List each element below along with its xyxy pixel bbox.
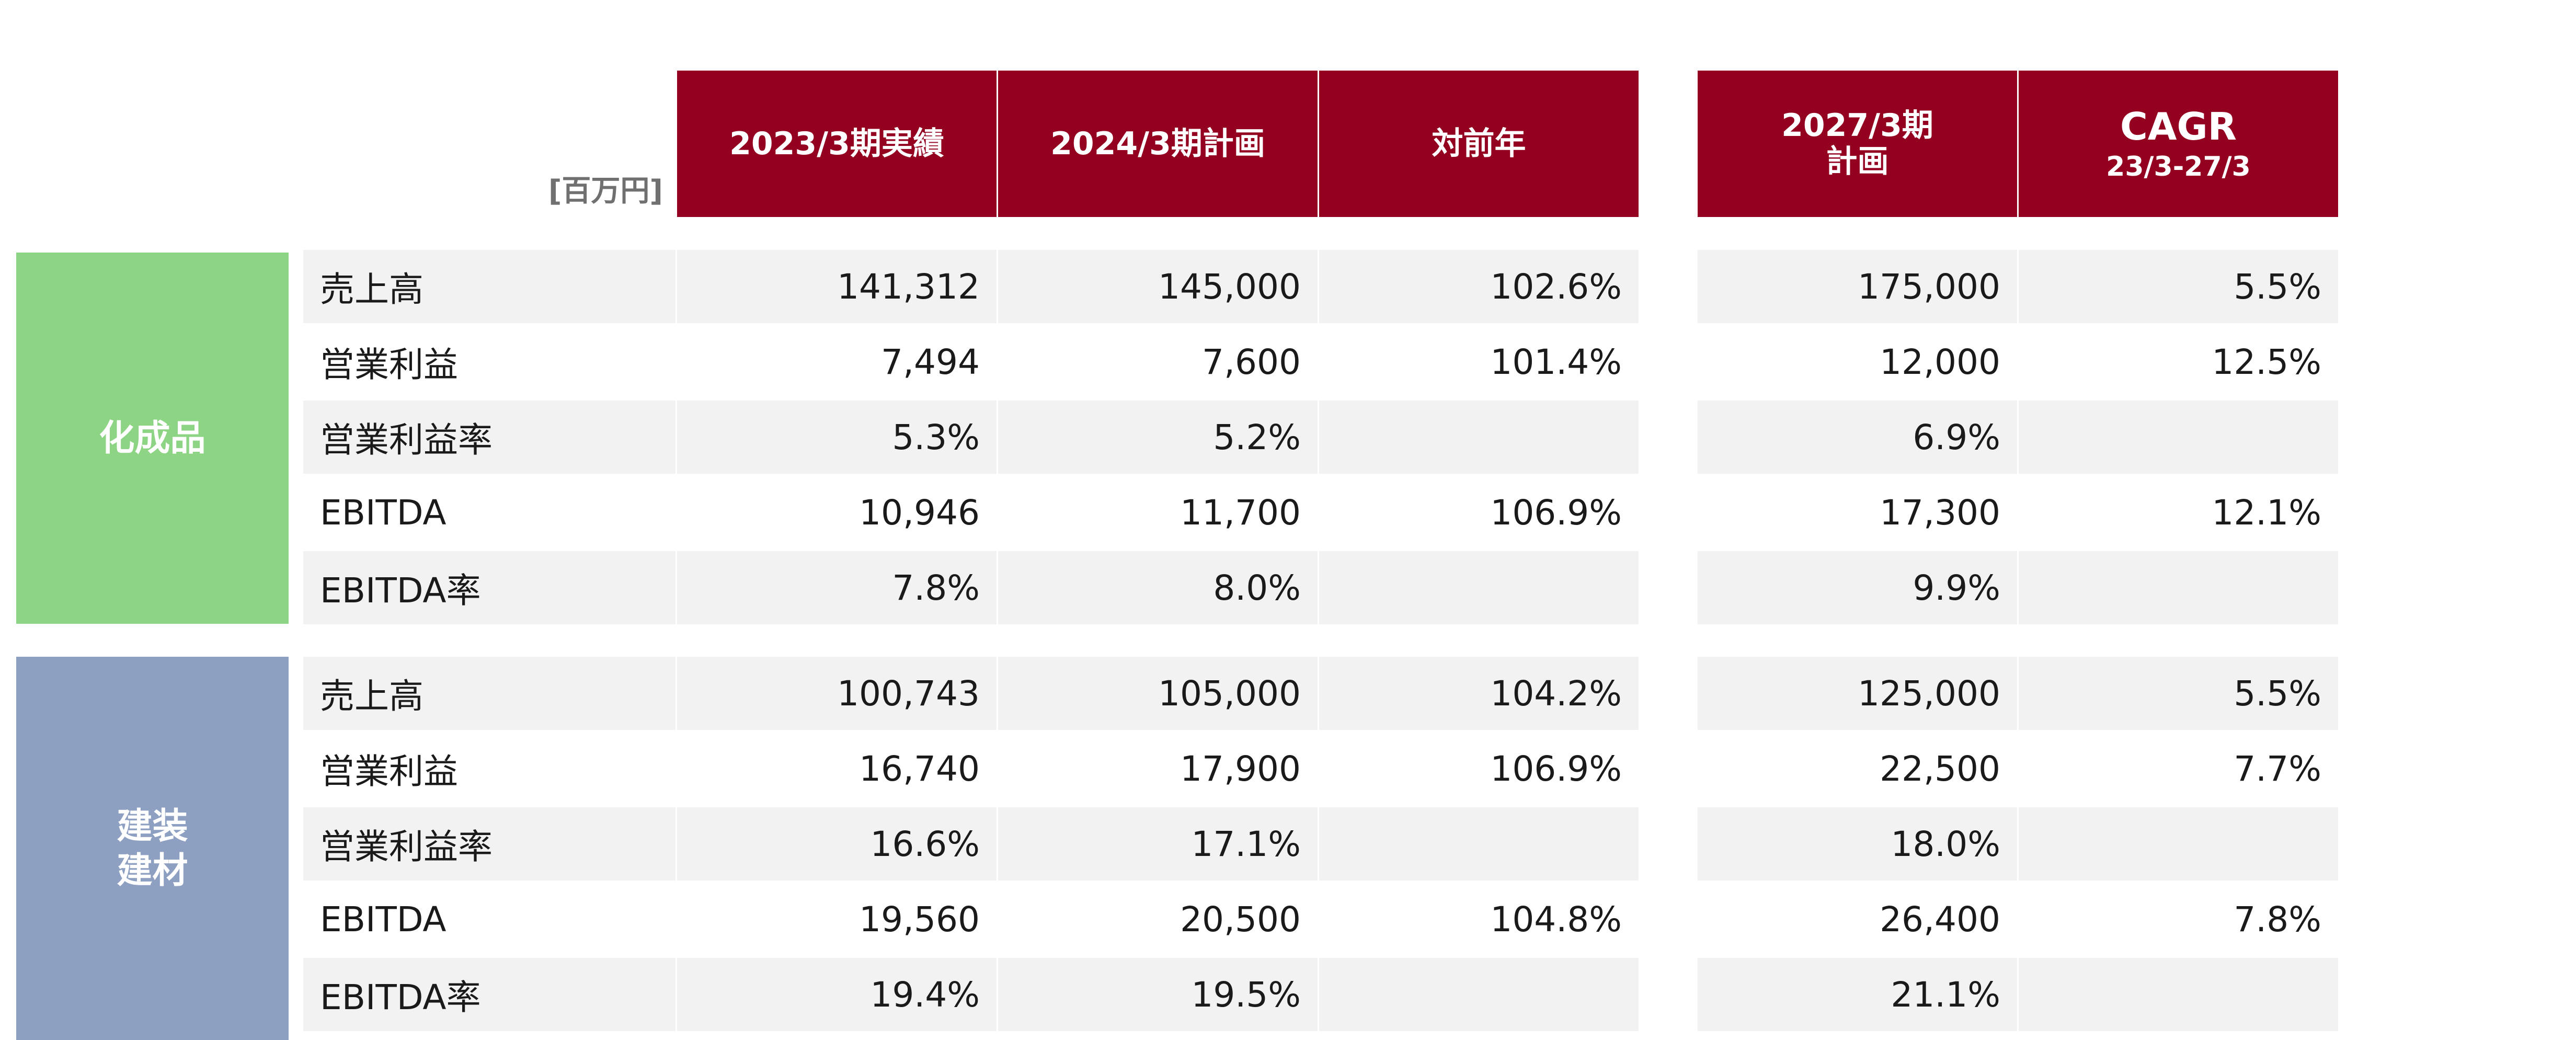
cell-2024-plan: 17.1% [998,807,1318,881]
segment-label-building-materials: 建装 建材 [16,657,289,1040]
cell-2027-plan: 175,000 [1698,250,2017,323]
header-yoy: 対前年 [1319,71,1639,217]
cell-2024-plan: 5.2% [998,401,1318,474]
table-row: 営業利益 16,740 17,900 106.9% 22,500 7.7% [303,732,2346,805]
cell-yoy: 104.2% [1319,657,1639,730]
cell-cagr: 5.5% [2019,250,2338,323]
cell-2027-plan: 17,300 [1880,492,2000,533]
header-2023-actual-text: 2023/3期実績 [729,125,944,162]
cell-yoy [1319,551,1639,624]
cell-2027-plan: 26,400 [1880,899,2000,940]
table-row: 営業利益 7,494 7,600 101.4% 12,000 12.5% [303,325,2346,398]
cell-yoy: 106.9% [1490,748,1622,789]
row-label: 売上高 [303,657,676,730]
cell-yoy [1319,958,1639,1031]
header-2027-plan: 2027/3期 計画 [1698,71,2017,217]
cell-2027-plan: 125,000 [1698,657,2017,730]
row-label: EBITDA [320,899,446,940]
cell-2024-plan: 105,000 [998,657,1318,730]
row-label: 営業利益率 [303,401,676,474]
cell-2024-plan: 8.0% [998,551,1318,624]
cell-2024-plan: 145,000 [998,250,1318,323]
cell-cagr: 7.8% [2234,899,2321,940]
cell-yoy: 104.8% [1490,899,1622,940]
cell-2023-actual: 5.3% [677,401,997,474]
cell-2023-actual: 7,494 [881,341,980,382]
header-cagr: CAGR 23/3-27/3 [2019,71,2338,217]
row-label: EBITDA率 [303,958,676,1031]
cell-2023-actual: 16.6% [677,807,997,881]
header-2024-plan: 2024/3期計画 [998,71,1318,217]
header-cagr-line2: 23/3-27/3 [2106,151,2251,182]
segment-label-chemicals: 化成品 [16,253,289,624]
row-label: 営業利益率 [303,807,676,881]
cell-2023-actual: 10,946 [859,492,980,533]
cell-yoy: 106.9% [1490,492,1622,533]
cell-2023-actual: 7.8% [677,551,997,624]
table-row: EBITDA率 19.4% 19.5% 21.1% [303,958,2346,1031]
cell-2027-plan: 21.1% [1698,958,2017,1031]
cell-cagr [2019,807,2338,881]
table-row: EBITDA率 7.8% 8.0% 9.9% [303,551,2346,624]
cell-2027-plan: 18.0% [1698,807,2017,881]
cell-2027-plan: 6.9% [1698,401,2017,474]
cell-2027-plan: 22,500 [1880,748,2000,789]
cell-yoy: 101.4% [1490,341,1622,382]
table-row: 売上高 100,743 105,000 104.2% 125,000 5.5% [303,657,2346,730]
cell-cagr: 12.5% [2212,341,2321,382]
table-row: 売上高 141,312 145,000 102.6% 175,000 5.5% [303,250,2346,323]
header-2027-plan-line2: 計画 [1826,143,1889,180]
cell-cagr [2019,551,2338,624]
header-2023-actual: 2023/3期実績 [677,71,997,217]
cell-2023-actual: 141,312 [677,250,997,323]
cell-cagr: 5.5% [2019,657,2338,730]
cell-2024-plan: 20,500 [1180,899,1301,940]
segment-label-building-materials-line1: 建装 [117,805,188,847]
cell-2023-actual: 100,743 [677,657,997,730]
cell-yoy [1319,401,1639,474]
table-row: 営業利益率 5.3% 5.2% 6.9% [303,401,2346,474]
cell-cagr [2019,401,2338,474]
table-row: EBITDA 10,946 11,700 106.9% 17,300 12.1% [303,476,2346,549]
cell-2023-actual: 19.4% [677,958,997,1031]
row-label: 売上高 [303,250,676,323]
unit-label: [百万円] [548,174,663,208]
cell-2023-actual: 16,740 [859,748,980,789]
cell-2024-plan: 19.5% [998,958,1318,1031]
cell-2024-plan: 7,600 [1202,341,1301,382]
row-label: 営業利益 [320,345,458,385]
header-2027-plan-line1: 2027/3期 [1781,107,1933,144]
row-label: 営業利益 [320,751,458,792]
cell-2024-plan: 11,700 [1180,492,1301,533]
row-label: EBITDA [320,492,446,533]
table-row: EBITDA 19,560 20,500 104.8% 26,400 7.8% [303,883,2346,956]
cell-2027-plan: 12,000 [1880,341,2000,382]
cell-2023-actual: 19,560 [859,899,980,940]
header-cagr-line1: CAGR [2120,104,2237,148]
row-label: EBITDA率 [303,551,676,624]
cell-cagr: 12.1% [2212,492,2321,533]
cell-yoy [1319,807,1639,881]
table-row: 営業利益率 16.6% 17.1% 18.0% [303,807,2346,881]
segment-label-building-materials-line2: 建材 [117,850,188,892]
cell-yoy: 102.6% [1319,250,1639,323]
cell-2027-plan: 9.9% [1698,551,2017,624]
header-yoy-text: 対前年 [1432,125,1526,162]
cell-2024-plan: 17,900 [1180,748,1301,789]
segment-label-chemicals-text: 化成品 [99,417,206,459]
cell-cagr [2019,958,2338,1031]
header-2024-plan-text: 2024/3期計画 [1050,125,1265,162]
cell-cagr: 7.7% [2234,748,2321,789]
